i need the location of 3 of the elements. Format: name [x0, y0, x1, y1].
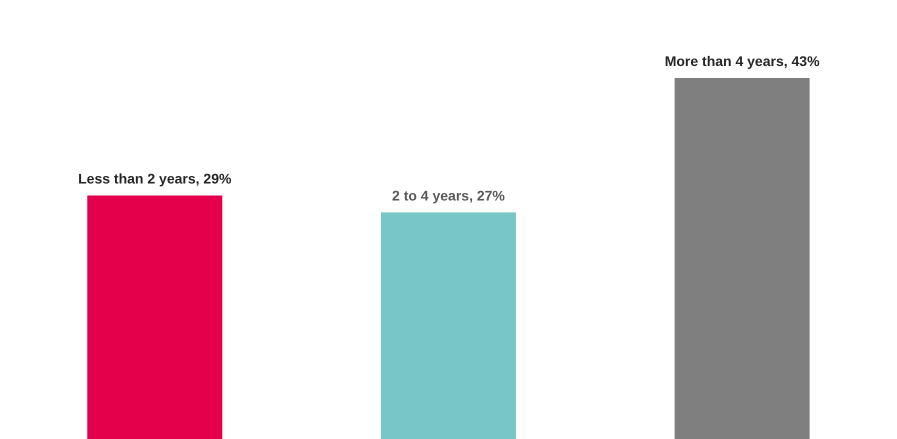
data-label: 2 to 4 years, 27%: [392, 187, 506, 204]
data-label: More than 4 years, 43%: [664, 53, 820, 69]
data-label: Less than 2 years, 29%: [78, 170, 232, 187]
